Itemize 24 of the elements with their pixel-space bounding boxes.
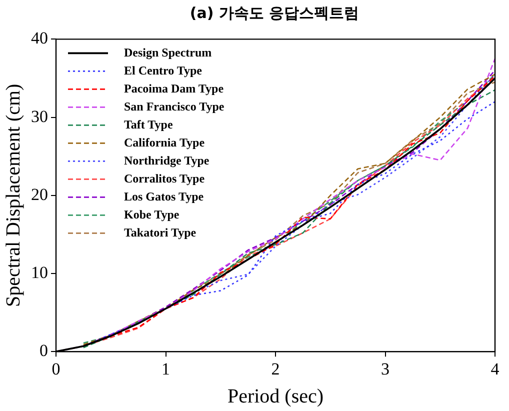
legend-label: Northridge Type: [124, 153, 210, 168]
legend-label: California Type: [124, 135, 206, 150]
y-tick-label: 20: [31, 184, 48, 204]
y-tick-label: 10: [31, 262, 48, 282]
legend-label: El Centro Type: [124, 63, 203, 78]
legend-label: Design Spectrum: [124, 45, 212, 60]
x-tick-label: 3: [381, 359, 390, 378]
legend-label: Kobe Type: [124, 207, 180, 222]
x-tick-label: 4: [490, 359, 500, 378]
y-tick-label: 0: [40, 341, 48, 360]
legend-label: Taft Type: [124, 117, 174, 132]
legend-label: Takatori Type: [124, 225, 197, 240]
x-tick-label: 0: [52, 359, 60, 378]
y-tick-label: 40: [31, 28, 48, 48]
legend-label: Pacoima Dam Type: [124, 81, 224, 96]
y-axis-title: Spectral Displacement (cm): [2, 84, 24, 308]
x-tick-label: 2: [271, 359, 280, 378]
legend-label: San Francisco Type: [124, 99, 225, 114]
chart-title: (a) 가속도 응답스펙트럼: [188, 3, 360, 24]
y-tick-label: 30: [31, 106, 48, 126]
x-axis-title: Period (sec): [227, 385, 324, 408]
legend-label: Corralitos Type: [124, 171, 206, 186]
x-tick-label: 1: [162, 359, 170, 378]
legend-label: Los Gatos Type: [124, 189, 204, 204]
